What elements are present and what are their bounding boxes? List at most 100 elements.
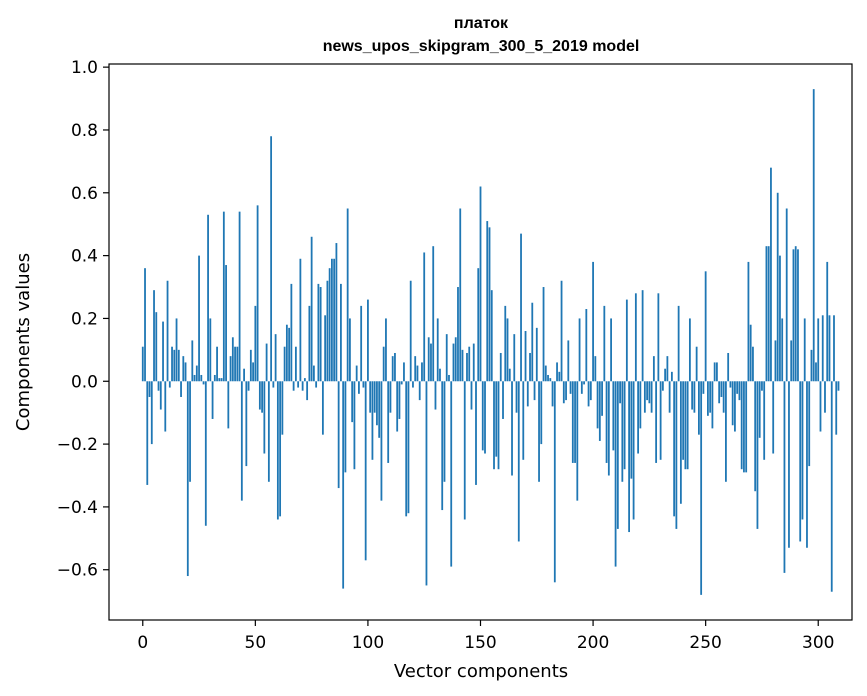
bar-181 bbox=[549, 378, 552, 382]
bar-308 bbox=[835, 381, 838, 435]
bar-72 bbox=[303, 378, 306, 382]
bar-220 bbox=[637, 381, 640, 454]
bar-1 bbox=[144, 268, 146, 382]
bar-145 bbox=[468, 346, 471, 382]
x-tick-label: 200 bbox=[577, 633, 609, 653]
bar-86 bbox=[335, 243, 338, 382]
bar-117 bbox=[405, 381, 408, 517]
bar-210 bbox=[614, 381, 617, 567]
bar-92 bbox=[349, 318, 351, 382]
bar-228 bbox=[655, 381, 658, 463]
x-tick-label: 100 bbox=[352, 633, 384, 653]
y-axis-label: Components values bbox=[13, 253, 34, 431]
x-tick-label: 250 bbox=[689, 633, 721, 653]
bar-0 bbox=[141, 346, 144, 382]
bar-183 bbox=[553, 381, 556, 583]
y-tick-label: −0.2 bbox=[57, 435, 98, 455]
bar-130 bbox=[434, 381, 437, 410]
bar-46 bbox=[245, 381, 248, 467]
bar-5 bbox=[153, 290, 155, 382]
bar-49 bbox=[252, 362, 254, 382]
bar-285 bbox=[783, 381, 786, 573]
bar-222 bbox=[641, 290, 644, 382]
plot-frame bbox=[108, 63, 853, 621]
bar-160 bbox=[502, 381, 504, 419]
bar-120 bbox=[412, 381, 414, 388]
bar-177 bbox=[540, 381, 543, 445]
bar-184 bbox=[556, 362, 558, 382]
bar-152 bbox=[484, 381, 486, 454]
bar-58 bbox=[272, 381, 275, 388]
bar-20 bbox=[186, 381, 189, 577]
bar-87 bbox=[337, 381, 340, 489]
bar-188 bbox=[565, 381, 567, 401]
bar-299 bbox=[815, 362, 817, 382]
bar-259 bbox=[725, 381, 727, 482]
bar-14 bbox=[173, 349, 176, 382]
bar-119 bbox=[409, 280, 412, 382]
bar-33 bbox=[216, 346, 218, 382]
bar-42 bbox=[236, 346, 239, 382]
bar-112 bbox=[394, 352, 396, 382]
bar-279 bbox=[770, 167, 772, 382]
bar-258 bbox=[722, 381, 725, 413]
bar-37 bbox=[225, 265, 227, 382]
chart-title: платок bbox=[454, 15, 509, 32]
bar-244 bbox=[691, 381, 694, 410]
bar-136 bbox=[448, 374, 450, 382]
bar-164 bbox=[511, 381, 513, 476]
bar-90 bbox=[344, 381, 347, 473]
bar-301 bbox=[819, 381, 822, 432]
bar-277 bbox=[765, 246, 768, 382]
x-tick-label: 300 bbox=[802, 633, 834, 653]
bar-16 bbox=[177, 349, 180, 382]
bar-102 bbox=[371, 381, 374, 460]
bar-106 bbox=[380, 381, 383, 501]
bar-179 bbox=[544, 365, 547, 382]
bar-297 bbox=[810, 349, 813, 382]
bar-189 bbox=[567, 340, 570, 382]
y-tick-label: −0.6 bbox=[57, 561, 98, 581]
bar-3 bbox=[148, 381, 151, 397]
bar-232 bbox=[664, 368, 667, 382]
bar-157 bbox=[495, 381, 498, 457]
bar-289 bbox=[792, 249, 795, 382]
bar-282 bbox=[776, 192, 779, 382]
bar-305 bbox=[828, 315, 831, 382]
bar-288 bbox=[790, 340, 793, 382]
bar-24 bbox=[195, 365, 198, 382]
bar-219 bbox=[634, 293, 637, 382]
bar-200 bbox=[592, 261, 594, 382]
bar-239 bbox=[679, 381, 682, 504]
x-axis-label: Vector components bbox=[394, 661, 568, 682]
bar-122 bbox=[416, 365, 419, 382]
bar-237 bbox=[675, 381, 678, 529]
bar-283 bbox=[779, 255, 781, 382]
bar-77 bbox=[315, 381, 318, 388]
bar-268 bbox=[745, 381, 748, 473]
y-tick-label: 0.0 bbox=[71, 372, 98, 392]
bar-88 bbox=[340, 283, 342, 382]
bar-296 bbox=[808, 381, 811, 467]
bar-275 bbox=[761, 381, 763, 391]
bar-241 bbox=[684, 381, 687, 470]
x-tick-label: 150 bbox=[464, 633, 496, 653]
bar-125 bbox=[423, 252, 426, 382]
bar-224 bbox=[646, 381, 649, 401]
bar-38 bbox=[227, 381, 230, 429]
bar-8 bbox=[159, 381, 162, 410]
bar-82 bbox=[326, 280, 329, 382]
bar-52 bbox=[258, 381, 261, 410]
bar-225 bbox=[648, 381, 651, 404]
bar-233 bbox=[666, 356, 669, 382]
bar-59 bbox=[274, 334, 277, 382]
bar-65 bbox=[288, 327, 291, 382]
bar-208 bbox=[610, 318, 612, 382]
x-tick-label: 50 bbox=[245, 633, 267, 653]
bar-109 bbox=[387, 381, 390, 463]
y-tick-label: 0.4 bbox=[71, 247, 98, 267]
bar-78 bbox=[317, 283, 320, 382]
bar-11 bbox=[166, 280, 169, 382]
bar-269 bbox=[747, 261, 750, 382]
bar-303 bbox=[824, 381, 826, 413]
